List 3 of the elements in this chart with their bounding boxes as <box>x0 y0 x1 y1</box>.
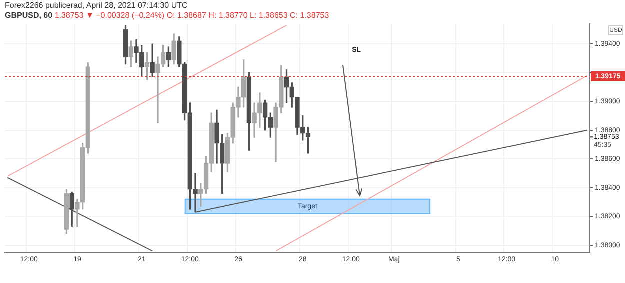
chart-title: GBPUSD, 60 <box>5 11 53 20</box>
text: Forex2266 publicerad, April 28, 2021 07:14:30 UTC <box>5 1 189 10</box>
chart-subtitle: 1.38753 ▼ −0.00328 (−0.24%) O: 1.38687 H: 1.38770 L: 1.38653 C: 1.38753 <box>54 11 330 20</box>
